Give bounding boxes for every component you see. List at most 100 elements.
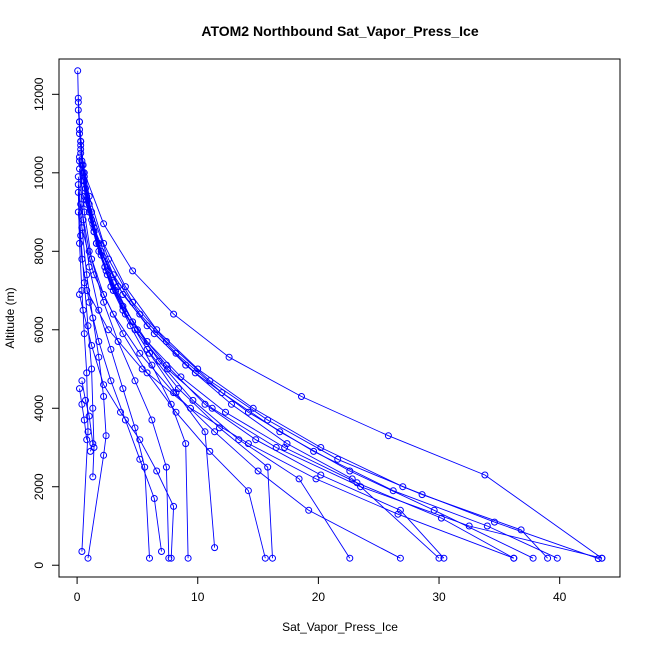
data-point [84, 554, 92, 562]
series-line [83, 196, 440, 559]
data-point [136, 310, 144, 318]
data-point [85, 298, 93, 306]
data-point [261, 554, 269, 562]
y-axis: 0 2000 4000 6000 8000 10000 12000 [32, 77, 60, 569]
data-point [138, 365, 146, 373]
data-point [158, 548, 165, 555]
data-point [357, 483, 365, 491]
data-point [80, 330, 88, 338]
y-tick-label: 12000 [32, 77, 46, 111]
data-point [107, 345, 115, 353]
data-point [83, 287, 91, 294]
series-line [77, 192, 89, 552]
data-point [312, 475, 320, 483]
data-point [95, 353, 103, 361]
series-10 [74, 173, 110, 562]
data-point [170, 310, 178, 318]
y-tick-label: 4000 [32, 395, 46, 422]
data-point [182, 440, 190, 448]
data-point [90, 224, 98, 232]
data-point [136, 436, 144, 444]
data-point [76, 291, 83, 298]
data-point [88, 342, 96, 349]
data-point [148, 361, 156, 369]
data-point [131, 377, 139, 385]
data-point [74, 94, 82, 102]
data-point [89, 440, 97, 448]
y-tick-label: 10000 [32, 156, 46, 190]
data-point [77, 145, 85, 153]
data-point [389, 487, 397, 495]
data-point [114, 338, 122, 345]
series-16 [79, 177, 537, 562]
data-point [295, 475, 303, 483]
series-layer [74, 67, 606, 563]
data-point [100, 381, 108, 389]
data-point [100, 451, 108, 459]
data-point [74, 67, 82, 75]
data-point [206, 377, 214, 385]
data-point [208, 404, 216, 412]
data-point [162, 463, 170, 471]
data-point [170, 502, 178, 510]
data-point [481, 471, 489, 479]
data-point [348, 475, 356, 483]
y-tick-label: 8000 [32, 238, 46, 265]
data-point [85, 247, 93, 255]
x-tick-label: 0 [74, 590, 81, 604]
data-point [184, 554, 192, 562]
data-point [74, 208, 82, 216]
data-point [162, 338, 170, 345]
data-point [418, 491, 426, 499]
data-point [437, 514, 445, 522]
data-point [162, 361, 170, 369]
data-point [148, 416, 156, 424]
data-point [107, 377, 115, 385]
data-point [119, 330, 127, 338]
series-line [79, 294, 175, 559]
data-point [114, 283, 122, 291]
data-point [298, 393, 305, 400]
series-22 [76, 291, 178, 562]
data-point [396, 554, 404, 562]
data-point [394, 510, 402, 518]
data-point [126, 322, 134, 330]
series-12 [74, 188, 92, 555]
series-line [83, 172, 603, 559]
series-25 [76, 385, 91, 444]
series-24 [83, 287, 518, 562]
data-point [85, 412, 93, 420]
data-point [517, 526, 525, 534]
data-point [79, 177, 87, 185]
series-line [82, 180, 534, 559]
x-tick-label: 30 [432, 590, 446, 604]
data-point [90, 444, 98, 451]
data-point [78, 161, 86, 169]
data-point [430, 506, 438, 514]
data-point [346, 554, 354, 562]
data-point [146, 554, 153, 562]
data-point [79, 306, 87, 314]
series-23 [78, 377, 97, 455]
data-point [129, 267, 137, 275]
data-point [399, 483, 407, 491]
data-point [80, 169, 88, 177]
x-tick-label: 10 [191, 590, 205, 604]
data-point [74, 181, 82, 189]
data-point [77, 200, 85, 208]
data-point [153, 467, 161, 475]
data-point [317, 444, 325, 451]
y-tick-label: 6000 [32, 316, 46, 343]
data-point [100, 291, 108, 298]
series-line [81, 227, 401, 559]
series-line [86, 290, 514, 559]
data-point [76, 239, 83, 247]
data-point [228, 400, 235, 408]
data-point [206, 447, 214, 455]
data-point [201, 428, 209, 436]
series-21 [78, 224, 404, 562]
series-17 [80, 192, 443, 562]
data-point [100, 298, 108, 306]
data-point [89, 314, 97, 322]
